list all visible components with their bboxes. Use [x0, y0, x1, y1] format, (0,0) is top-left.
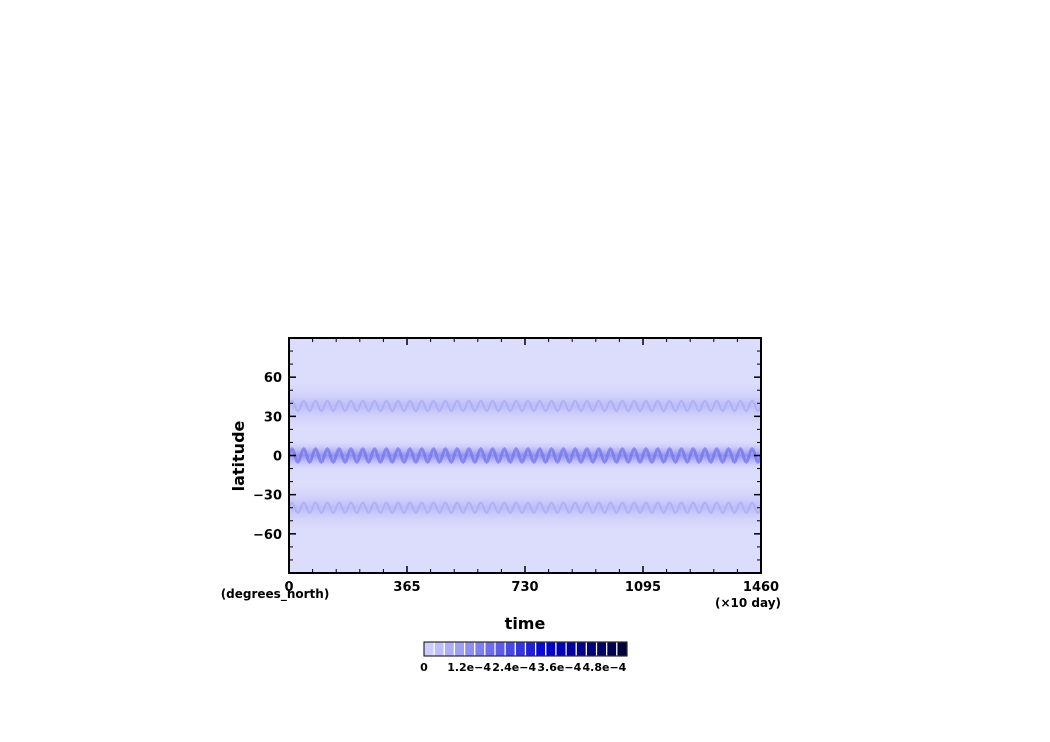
- colorbar-tick-label: 0: [420, 661, 428, 674]
- colorbar-swatches: [423, 641, 628, 657]
- y-axis-tick-labels: 60 30 0 −30 −60: [253, 371, 282, 543]
- colorbar-frame: [423, 641, 628, 657]
- y-tick-label: −30: [253, 489, 282, 504]
- colorbar-tick-label: 3.6e−4: [537, 661, 581, 674]
- x-tick-label: 0: [284, 580, 293, 595]
- x-axis-units: (×10 day): [715, 596, 781, 610]
- plot-frame: [288, 337, 762, 574]
- heatmap-band-ridge: [289, 447, 761, 464]
- colorbar-swatch: [545, 641, 557, 657]
- colorbar: 0 1.2e−4 2.4e−4 3.6e−4 4.8e−4: [420, 641, 628, 674]
- colorbar-swatch: [535, 641, 547, 657]
- colorbar-tick-label: 2.4e−4: [492, 661, 536, 674]
- colorbar-swatch: [585, 641, 598, 657]
- x-tick-label: 1095: [625, 580, 661, 595]
- colorbar-swatch: [595, 641, 608, 657]
- x-axis-tick-labels: 0 365 730 1095 1460: [284, 580, 779, 595]
- colorbar-swatch: [575, 641, 587, 657]
- colorbar-swatch: [433, 641, 445, 657]
- heatmap-field: [289, 377, 761, 537]
- colorbar-swatch: [494, 641, 506, 657]
- x-axis-label: time: [505, 614, 546, 633]
- colorbar-swatch: [606, 641, 618, 657]
- y-tick-label: 30: [264, 410, 282, 425]
- colorbar-swatch: [555, 641, 567, 657]
- x-tick-label: 365: [393, 580, 420, 595]
- colorbar-swatch: [514, 641, 527, 657]
- colorbar-tick-label: 1.2e−4: [447, 661, 491, 674]
- colorbar-swatch: [474, 641, 486, 657]
- colorbar-swatch: [453, 641, 466, 657]
- y-tick-label: 60: [264, 371, 282, 386]
- colorbar-swatch: [616, 641, 628, 657]
- heatmap-band-ridge: [289, 501, 761, 515]
- colorbar-swatch: [464, 641, 476, 657]
- x-tick-label: 1460: [743, 580, 779, 595]
- y-axis-units: (degrees_north): [221, 587, 330, 602]
- heatmap-plot-area: [288, 337, 762, 574]
- colorbar-swatch: [504, 641, 516, 657]
- colorbar-tick-label: 4.8e−4: [583, 661, 627, 674]
- x-tick-label: 730: [511, 580, 538, 595]
- y-axis-label: latitude: [229, 420, 248, 491]
- heatmap-band-ridge: [289, 399, 761, 413]
- colorbar-swatch: [443, 641, 456, 657]
- colorbar-swatch: [484, 641, 496, 657]
- y-tick-label: −60: [253, 528, 282, 543]
- colorbar-swatch: [565, 641, 577, 657]
- colorbar-tick-labels: 0 1.2e−4 2.4e−4 3.6e−4 4.8e−4: [420, 661, 627, 674]
- y-tick-label: 0: [273, 450, 282, 465]
- colorbar-swatch: [524, 641, 537, 657]
- colorbar-swatch: [423, 641, 435, 657]
